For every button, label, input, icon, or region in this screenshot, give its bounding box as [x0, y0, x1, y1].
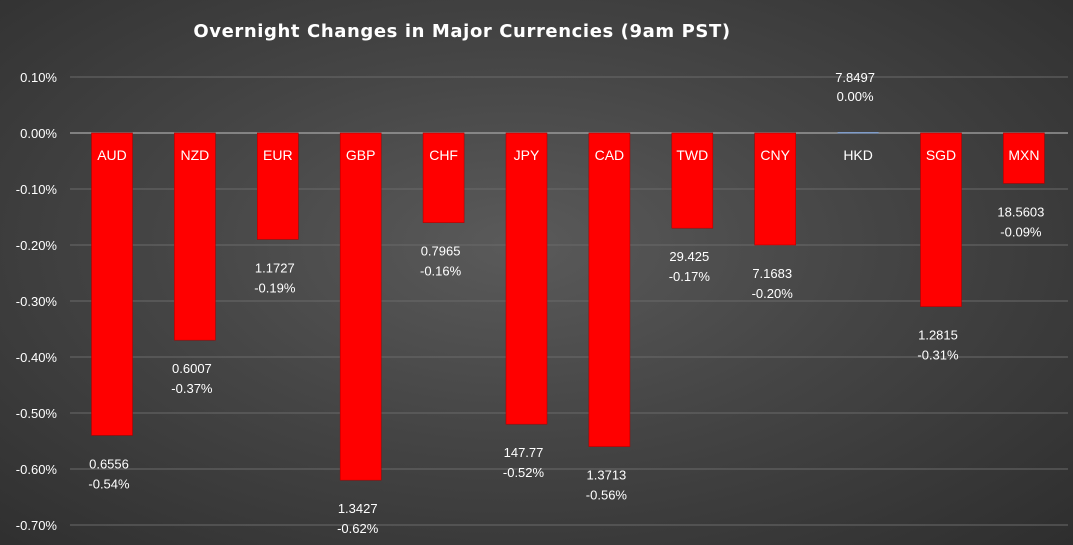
- rate-label: 18.5603: [997, 204, 1044, 219]
- category-label: AUD: [97, 147, 127, 163]
- bar: [505, 132, 548, 425]
- rate-label: 0.6556: [89, 456, 129, 471]
- data-labels: AUD 0.6556 -0.54% NZD 0.6007 -0.37% EUR 1.1727 -…: [88, 70, 1044, 536]
- y-tick-label: -0.70%: [16, 518, 58, 533]
- category-label: HKD: [843, 147, 873, 163]
- rate-label: 7.8497: [835, 70, 875, 85]
- percent-label: -0.16%: [420, 264, 462, 279]
- bar: [588, 132, 631, 447]
- rate-label: 29.425: [669, 249, 709, 264]
- percent-label: -0.62%: [337, 521, 379, 536]
- bar: [91, 132, 133, 436]
- rate-label: 0.6007: [172, 361, 212, 376]
- y-tick-label: -0.50%: [16, 406, 58, 421]
- y-tick-label: -0.60%: [16, 462, 58, 477]
- y-tick-label: -0.30%: [16, 294, 58, 309]
- bar: [754, 132, 797, 246]
- percent-label: -0.19%: [254, 280, 296, 295]
- percent-label: -0.17%: [669, 269, 711, 284]
- rate-label: 1.3713: [587, 468, 627, 483]
- bar: [1003, 132, 1045, 184]
- bar: [422, 132, 465, 223]
- bar: [837, 132, 879, 134]
- percent-label: -0.09%: [1000, 224, 1042, 239]
- bars: [91, 132, 1045, 481]
- category-label: GBP: [346, 147, 376, 163]
- category-label: CAD: [595, 147, 625, 163]
- y-tick-label: 0.10%: [20, 70, 57, 85]
- rate-label: 7.1683: [752, 266, 792, 281]
- gridlines: [70, 76, 1068, 526]
- bar: [174, 132, 216, 341]
- rate-label: 1.2815: [918, 328, 958, 343]
- category-label: SGD: [926, 147, 956, 163]
- percent-label: -0.52%: [503, 465, 545, 480]
- rate-label: 1.3427: [338, 501, 378, 516]
- percent-label: -0.37%: [171, 381, 213, 396]
- bar: [339, 132, 382, 481]
- category-label: MXN: [1008, 147, 1039, 163]
- category-label: NZD: [181, 147, 210, 163]
- chart-title: Overnight Changes in Major Currencies (9…: [193, 21, 730, 42]
- y-tick-label: -0.40%: [16, 350, 58, 365]
- category-label: TWD: [676, 147, 708, 163]
- percent-label: -0.56%: [586, 488, 628, 503]
- category-label: CHF: [429, 147, 458, 163]
- bar: [920, 132, 962, 307]
- bar: [256, 132, 299, 240]
- percent-label: -0.31%: [917, 348, 959, 363]
- category-label: JPY: [514, 147, 540, 163]
- y-tick-label: -0.20%: [16, 238, 58, 253]
- rate-label: 0.7965: [421, 244, 461, 259]
- y-axis-ticks: 0.10% 0.00% -0.10% -0.20% -0.30% -0.40% -0.50%…: [16, 70, 58, 533]
- percent-label: -0.54%: [88, 476, 130, 491]
- percent-label: 0.00%: [837, 89, 874, 104]
- rate-label: 1.1727: [255, 260, 295, 275]
- y-tick-label: -0.10%: [16, 182, 58, 197]
- y-tick-label: 0.00%: [20, 126, 57, 141]
- bar: [671, 132, 714, 229]
- category-label: EUR: [263, 147, 293, 163]
- rate-label: 147.77: [504, 445, 544, 460]
- percent-label: -0.20%: [752, 286, 794, 301]
- category-label: CNY: [760, 147, 790, 163]
